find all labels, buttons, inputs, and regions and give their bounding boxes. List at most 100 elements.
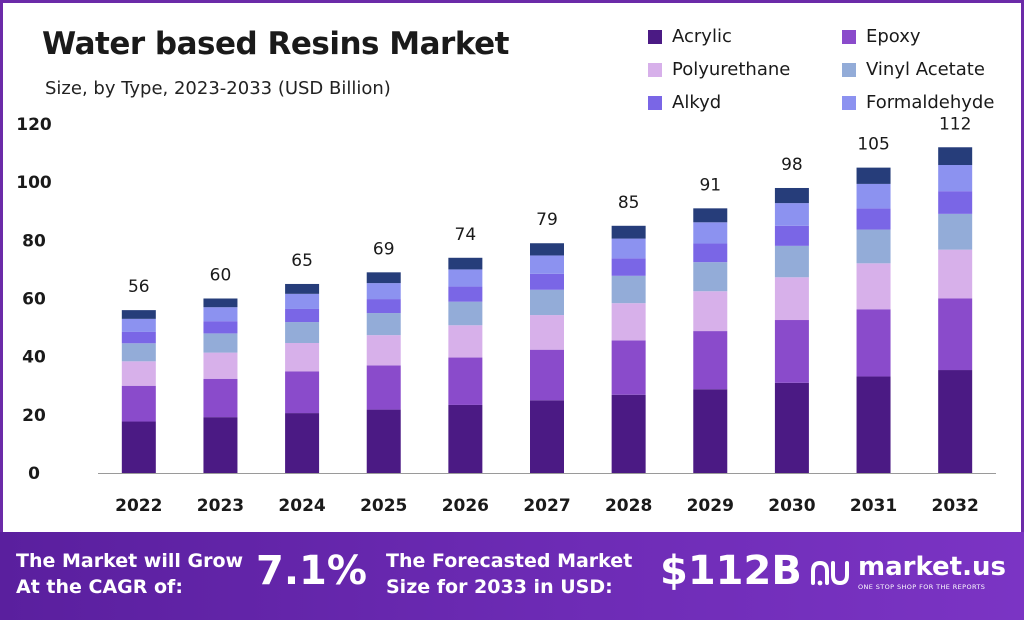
legend-label-acrylic: Acrylic bbox=[672, 26, 732, 47]
y-tick-label: 0 bbox=[28, 464, 40, 484]
bar-segment-vinyl-acetate-2028 bbox=[611, 275, 646, 304]
bar-segment-acrylic-2025 bbox=[366, 409, 401, 473]
bar-segment-epoxy-2031 bbox=[856, 309, 891, 377]
bar-segment-epoxy-2030 bbox=[774, 320, 809, 383]
chart-subtitle: Size, by Type, 2023-2033 (USD Billion) bbox=[45, 78, 391, 99]
bar-segment-polyurethane-2031 bbox=[856, 263, 891, 310]
bar-segment-formaldehyde-2025 bbox=[366, 283, 401, 300]
bar-segment-top-2027 bbox=[530, 243, 564, 256]
market-us-logo-icon bbox=[811, 560, 849, 585]
legend-swatch-vinyl-acetate bbox=[842, 62, 856, 77]
bar-segment-epoxy-2026 bbox=[448, 357, 483, 405]
legend-label-epoxy: Epoxy bbox=[866, 26, 921, 47]
bar-segment-top-2025 bbox=[366, 272, 401, 284]
bar-segment-vinyl-acetate-2032 bbox=[938, 213, 973, 250]
bar-segment-acrylic-2028 bbox=[611, 394, 646, 473]
legend-item-acrylic: Acrylic bbox=[648, 26, 732, 47]
x-tick-label-2022: 2022 bbox=[115, 496, 162, 516]
legend-label-alkyd: Alkyd bbox=[672, 92, 722, 113]
legend-item-epoxy: Epoxy bbox=[842, 26, 921, 47]
x-tick-label-2027: 2027 bbox=[523, 496, 570, 516]
y-tick-label: 100 bbox=[16, 173, 52, 193]
cagr-caption-line-2: At the CAGR of: bbox=[16, 576, 183, 598]
forecast-caption-line-1: The Forecasted Market bbox=[386, 550, 633, 572]
bar-segment-alkyd-2026 bbox=[448, 286, 483, 302]
x-tick-label-2030: 2030 bbox=[768, 496, 815, 516]
x-tick-label-2031: 2031 bbox=[850, 496, 897, 516]
bar-total-label-2024: 65 bbox=[291, 251, 313, 271]
bar-segment-acrylic-2027 bbox=[530, 400, 564, 473]
bar-segment-epoxy-2025 bbox=[366, 365, 401, 410]
bar-total-label-2026: 74 bbox=[455, 225, 477, 245]
cagr-caption-line-1: The Market will Grow bbox=[16, 550, 244, 572]
bar-total-label-2027: 79 bbox=[536, 210, 558, 230]
bar-total-label-2032: 112 bbox=[939, 114, 971, 134]
x-tick-label-2032: 2032 bbox=[932, 496, 979, 516]
x-tick-label-2025: 2025 bbox=[360, 496, 407, 516]
bar-segment-top-2024 bbox=[285, 283, 320, 294]
bar-segment-acrylic-2030 bbox=[774, 382, 809, 473]
bar-segment-epoxy-2023 bbox=[203, 378, 238, 418]
bar-segment-formaldehyde-2022 bbox=[121, 318, 156, 332]
bar-segment-formaldehyde-2032 bbox=[938, 165, 973, 192]
legend-label-polyurethane: Polyurethane bbox=[672, 59, 791, 80]
bar-total-label-2029: 91 bbox=[699, 175, 721, 195]
bar-segment-epoxy-2028 bbox=[611, 340, 646, 395]
bar-segment-epoxy-2027 bbox=[530, 349, 564, 401]
legend-swatch-formaldehyde bbox=[842, 95, 856, 110]
bar-segment-epoxy-2024 bbox=[285, 371, 320, 414]
y-tick-label: 20 bbox=[22, 406, 46, 426]
bar-segment-alkyd-2030 bbox=[774, 225, 809, 246]
legend-swatch-alkyd bbox=[648, 95, 662, 110]
bar-segment-acrylic-2022 bbox=[121, 421, 156, 473]
bar-total-label-2030: 98 bbox=[781, 155, 803, 175]
legend-item-vinyl-acetate: Vinyl Acetate bbox=[842, 59, 985, 80]
bar-segment-alkyd-2025 bbox=[366, 299, 401, 314]
brand-text: market.us ONE STOP SHOP FOR THE REPORTS bbox=[858, 554, 1006, 591]
brand-name: market.us bbox=[858, 552, 1006, 582]
bar-segment-vinyl-acetate-2026 bbox=[448, 301, 483, 326]
x-tick-label-2029: 2029 bbox=[687, 496, 734, 516]
brand[interactable]: market.us ONE STOP SHOP FOR THE REPORTS bbox=[810, 554, 1006, 591]
y-tick-label: 40 bbox=[22, 348, 46, 368]
forecast-caption: The Forecasted Market Size for 2033 in U… bbox=[386, 548, 632, 600]
bar-segment-vinyl-acetate-2027 bbox=[530, 289, 564, 316]
forecast-caption-line-2: Size for 2033 in USD: bbox=[386, 576, 613, 598]
bar-segment-vinyl-acetate-2029 bbox=[693, 262, 728, 292]
bar-segment-epoxy-2032 bbox=[938, 298, 973, 371]
bar-total-label-2031: 105 bbox=[857, 135, 889, 155]
bar-segment-top-2032 bbox=[938, 147, 973, 166]
bar-segment-acrylic-2026 bbox=[448, 404, 483, 473]
bar-segment-polyurethane-2023 bbox=[203, 352, 238, 379]
bar-segment-alkyd-2028 bbox=[611, 258, 646, 276]
bar-total-label-2022: 56 bbox=[128, 277, 150, 297]
bar-segment-vinyl-acetate-2023 bbox=[203, 333, 238, 353]
bar-segment-acrylic-2031 bbox=[856, 376, 891, 473]
bar-segment-top-2028 bbox=[611, 225, 646, 239]
legend-swatch-epoxy bbox=[842, 29, 856, 44]
y-tick-label: 120 bbox=[16, 115, 52, 135]
bar-segment-acrylic-2029 bbox=[693, 389, 728, 473]
bar-segment-polyurethane-2032 bbox=[938, 249, 973, 299]
x-tick-label-2026: 2026 bbox=[442, 496, 489, 516]
stacked-bar-chart: 0 20 40 60 80 100 120 56 2022 60 2023 65 2024 69 2025 7… bbox=[16, 114, 996, 516]
bar-total-label-2028: 85 bbox=[618, 193, 640, 213]
y-tick-label: 80 bbox=[22, 231, 46, 251]
chart-title: Water based Resins Market bbox=[42, 26, 509, 62]
bar-segment-polyurethane-2024 bbox=[285, 342, 320, 372]
y-tick-label: 60 bbox=[22, 290, 46, 310]
legend-label-formaldehyde: Formaldehyde bbox=[866, 92, 995, 113]
bar-segment-vinyl-acetate-2030 bbox=[774, 245, 809, 278]
bar-segment-acrylic-2032 bbox=[938, 370, 973, 473]
cagr-caption: The Market will Grow At the CAGR of: bbox=[16, 548, 243, 600]
bar-segment-formaldehyde-2027 bbox=[530, 255, 564, 274]
bar-segment-formaldehyde-2023 bbox=[203, 307, 238, 322]
bar-segment-acrylic-2023 bbox=[203, 417, 238, 473]
bar-total-label-2023: 60 bbox=[210, 266, 232, 286]
bar-segment-polyurethane-2030 bbox=[774, 277, 809, 321]
bar-segment-polyurethane-2025 bbox=[366, 335, 401, 366]
bar-segment-top-2031 bbox=[856, 167, 891, 184]
bar-segment-epoxy-2022 bbox=[121, 385, 156, 422]
bar-segment-vinyl-acetate-2025 bbox=[366, 313, 401, 336]
